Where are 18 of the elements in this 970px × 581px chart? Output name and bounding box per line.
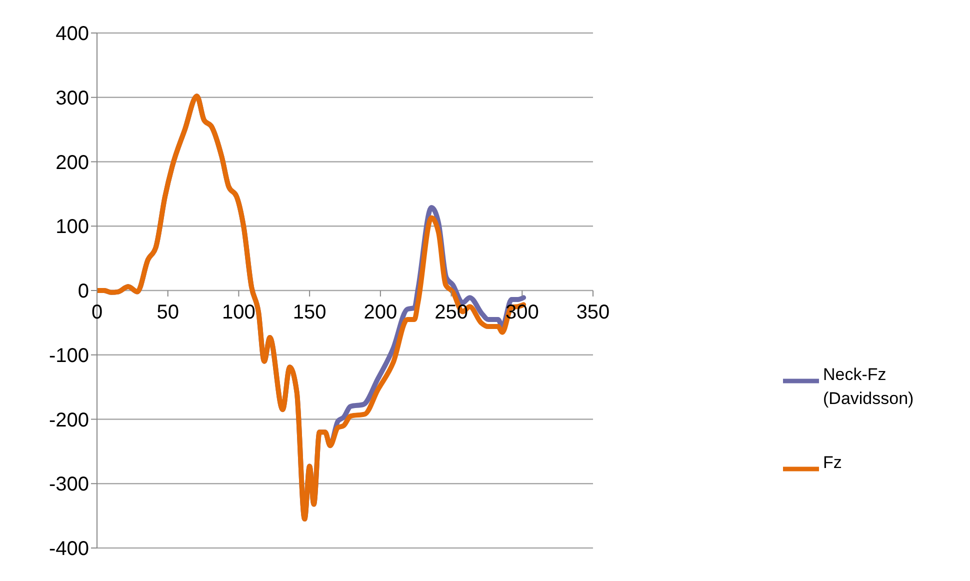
y-tick-label: -300 bbox=[48, 474, 89, 496]
x-tick-label: 50 bbox=[156, 302, 179, 324]
x-tick-label: 250 bbox=[434, 302, 468, 324]
y-tick-label: -100 bbox=[48, 344, 89, 367]
y-tick-label: 400 bbox=[56, 23, 89, 46]
y-tick-label: 0 bbox=[78, 280, 89, 303]
legend-label: Fz bbox=[823, 452, 843, 474]
x-tick-label: 150 bbox=[292, 302, 326, 324]
y-tick-label: 100 bbox=[56, 216, 89, 238]
x-tick-label: 0 bbox=[91, 302, 103, 324]
y-tick-label: -400 bbox=[48, 538, 89, 560]
y-tick-label: 300 bbox=[56, 87, 89, 110]
y-tick-label: -200 bbox=[48, 409, 89, 432]
x-tick-label: 100 bbox=[222, 302, 256, 324]
x-tick-label: 200 bbox=[364, 302, 398, 324]
x-tick-label: 350 bbox=[576, 302, 610, 324]
y-tick-label: 200 bbox=[56, 152, 89, 174]
legend-label: Neck-Fz (Davidsson) bbox=[823, 364, 915, 410]
